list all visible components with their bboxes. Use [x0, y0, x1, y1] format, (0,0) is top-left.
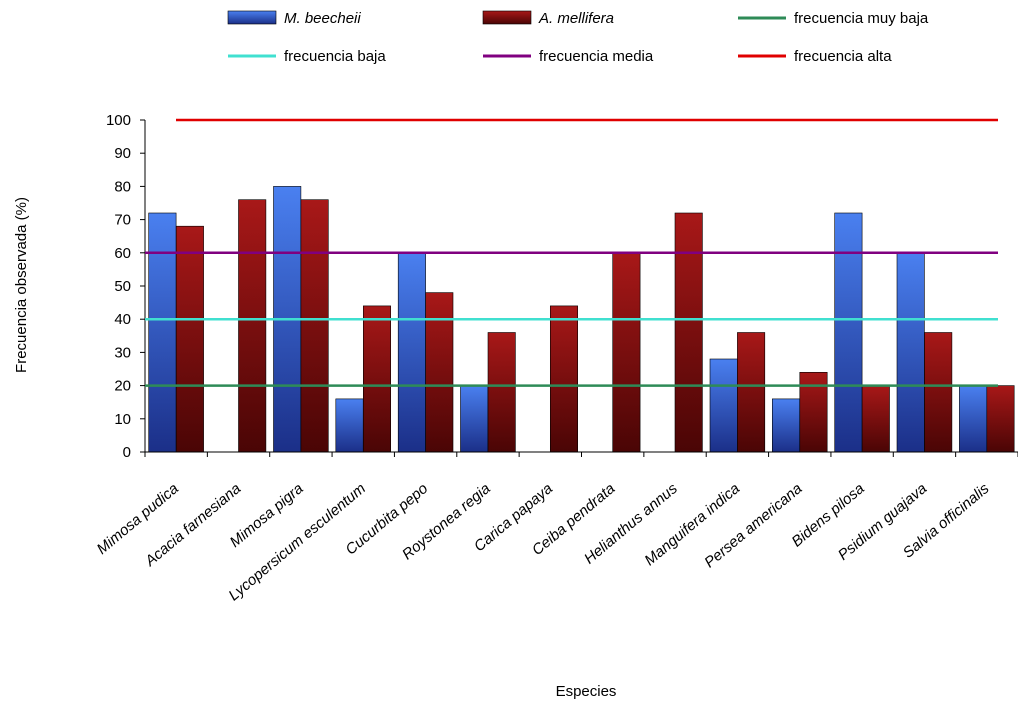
y-tick-label: 0: [123, 444, 131, 461]
legend-label: A. mellifera: [538, 10, 614, 27]
y-tick-label: 10: [114, 411, 131, 428]
bar-mellifera: [986, 385, 1015, 453]
bar-mellifera: [300, 199, 329, 453]
bar-mellifera: [175, 225, 204, 453]
legend-swatch-bar: [227, 10, 277, 25]
bar-beecheii: [771, 398, 800, 453]
bar-mellifera: [799, 371, 828, 453]
y-tick-label: 70: [114, 212, 131, 229]
bar-beecheii: [148, 212, 177, 453]
bar-mellifera: [238, 199, 267, 453]
legend-label: M. beecheii: [284, 10, 361, 27]
bar-mellifera: [924, 332, 953, 453]
bar-mellifera: [737, 332, 766, 453]
bar-mellifera: [362, 305, 391, 453]
x-axis-title: Especies: [556, 683, 617, 700]
bar-beecheii: [709, 358, 738, 453]
bar-mellifera: [612, 252, 641, 453]
legend: M. beecheii A. mellifera frecuencia muy ba…: [227, 10, 929, 65]
y-tick-label: 40: [114, 311, 131, 328]
bar-beecheii: [834, 212, 863, 453]
y-tick-label: 20: [114, 378, 131, 395]
bar-mellifera: [861, 385, 890, 453]
legend-label: frecuencia alta: [794, 48, 892, 65]
bar-mellifera: [487, 332, 516, 453]
bar-beecheii: [335, 398, 364, 453]
legend-label: frecuencia muy baja: [794, 10, 929, 27]
legend-label: frecuencia media: [539, 48, 654, 65]
bar-mellifera: [425, 292, 454, 453]
y-tick-label: 50: [114, 278, 131, 295]
y-tick-label: 30: [114, 344, 131, 361]
bar-beecheii: [896, 252, 925, 453]
bar-beecheii: [959, 385, 988, 453]
y-tick-label: 60: [114, 245, 131, 262]
bar-mellifera: [549, 305, 578, 453]
axes: 0 10 20 30 40 50 60 70 80 90 100: [106, 112, 1018, 461]
bar-beecheii: [460, 385, 489, 453]
legend-label: frecuencia baja: [284, 48, 386, 65]
reference-lines: [145, 118, 998, 387]
legend-swatch-bar: [482, 10, 532, 25]
y-axis-title: Frecuencia observada (%): [13, 197, 30, 373]
y-tick-label: 90: [114, 145, 131, 162]
bar-mellifera: [674, 212, 703, 453]
y-tick-label: 80: [114, 178, 131, 195]
bar-beecheii: [397, 252, 426, 453]
y-tick-label: 100: [106, 112, 131, 129]
